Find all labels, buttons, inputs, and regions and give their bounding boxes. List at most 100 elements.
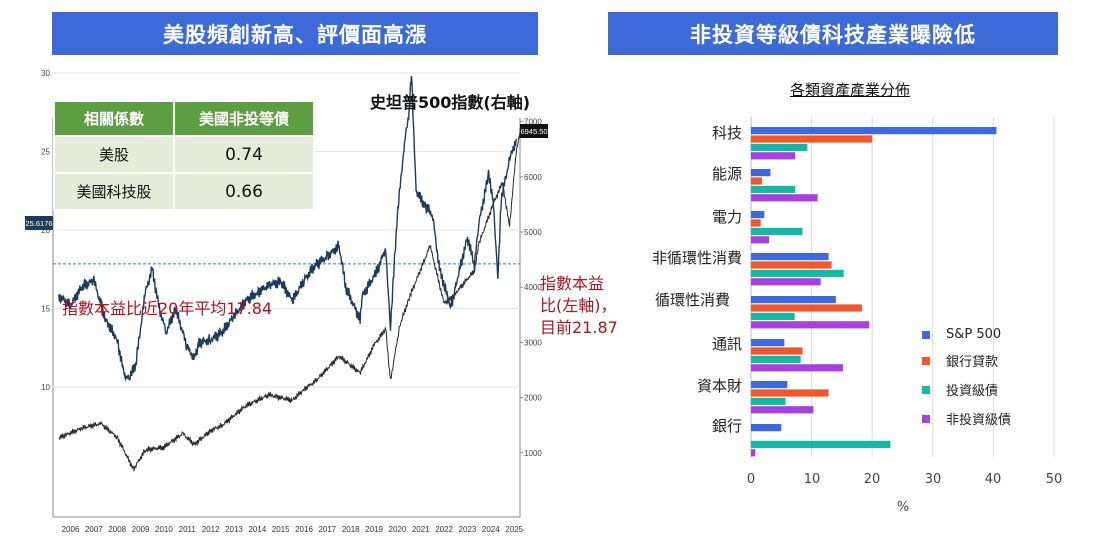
- bar--4: [751, 321, 870, 329]
- x-year-label: 2021: [412, 525, 430, 534]
- bar--5: [751, 364, 844, 372]
- row-label: 美國科技股: [53, 172, 175, 211]
- x-tick-label: 40: [984, 472, 1002, 487]
- category-label: 非循環性消費: [651, 249, 742, 267]
- legend-item: 非投資級債: [922, 409, 1011, 428]
- x-year-label: 2008: [108, 525, 126, 534]
- legend-swatch: [922, 356, 930, 365]
- right-tick-label: 4000: [524, 283, 542, 292]
- x-year-label: 2012: [202, 525, 220, 534]
- right-tick-label: 7000: [524, 118, 542, 127]
- bar--0: [751, 143, 808, 151]
- current-pe-note: 指數本益 比(左軸)， 目前21.87: [540, 273, 630, 339]
- legend-item: 投資級債: [922, 380, 998, 399]
- x-year-label: 2016: [295, 525, 313, 534]
- x-year-label: 2018: [342, 525, 360, 534]
- right-tick-label: 6000: [524, 173, 542, 182]
- x-year-label: 2024: [482, 525, 500, 534]
- bar--6: [751, 397, 786, 405]
- legend-label: 非投資級債: [946, 413, 1012, 428]
- category-label: 能源: [711, 165, 742, 183]
- x-year-label: 2011: [179, 525, 197, 534]
- bar-SP500-6: [751, 381, 788, 389]
- x-year-label: 2013: [225, 525, 243, 534]
- x-year-label: 2025: [505, 525, 523, 534]
- current-index-tag-label: 6945.50: [520, 127, 547, 136]
- bar-SP500-1: [751, 169, 771, 177]
- x-year-label: 2022: [435, 525, 453, 534]
- bar--1: [751, 194, 818, 202]
- bar-SP500-5: [751, 339, 785, 347]
- current-pe-note-line: 比(左軸)，: [540, 296, 617, 315]
- right-tick-label: 2000: [524, 394, 542, 403]
- bar--1: [751, 177, 762, 185]
- table-header: 相關係數: [53, 100, 175, 137]
- bar--5: [751, 355, 801, 363]
- bar-SP500-2: [751, 211, 765, 219]
- right-tick-label: 5000: [524, 228, 542, 237]
- bar--6: [751, 406, 814, 414]
- bar--2: [751, 236, 770, 244]
- bar--7: [751, 449, 756, 457]
- current-index-tag: [520, 124, 548, 138]
- bar--1: [751, 185, 796, 193]
- sp500-index-line: [58, 126, 522, 473]
- x-tick-label: 50: [1045, 472, 1063, 487]
- bar--3: [751, 278, 821, 286]
- legend-label: 銀行貸款: [946, 355, 999, 370]
- legend-label: S&P 500: [946, 327, 1002, 342]
- x-tick-label: 10: [803, 472, 821, 487]
- bar-SP500-4: [751, 296, 836, 304]
- x-year-label: 2015: [272, 525, 290, 534]
- bar--0: [751, 152, 796, 160]
- legend-swatch: [922, 385, 930, 394]
- table-row: 美股 0.74: [53, 135, 315, 174]
- current-pe-note-line: 指數本益: [540, 274, 605, 293]
- legend-item: S&P 500: [922, 327, 1001, 342]
- x-axis-label: %: [896, 500, 910, 515]
- row-value: 0.74: [173, 135, 315, 174]
- category-label: 通訊: [711, 335, 742, 353]
- current-pe-note-line: 目前21.87: [540, 318, 618, 337]
- correlation-table: 相關係數 美國非投等債 美股 0.74 美國科技股 0.66: [53, 100, 315, 211]
- x-tick-label: 20: [863, 472, 881, 487]
- category-label: 循環性消費: [654, 291, 730, 309]
- bar--5: [751, 347, 803, 355]
- average-pe-note: 指數本益比近20年平均17.84: [62, 299, 273, 318]
- x-year-label: 2023: [459, 525, 477, 534]
- table-header: 美國非投等債: [173, 100, 315, 137]
- left-tick-label: 20: [41, 226, 50, 235]
- left-banner: 美股頻創新高、評價面高漲: [52, 12, 538, 55]
- bar-SP500-0: [751, 127, 997, 135]
- x-tick-label: 0: [746, 472, 756, 487]
- left-tick-label: 10: [41, 383, 50, 392]
- bar--3: [751, 261, 832, 269]
- legend-item: 銀行貸款: [922, 351, 998, 370]
- bar--2: [751, 219, 761, 227]
- x-year-label: 2020: [389, 525, 407, 534]
- bar--4: [751, 304, 862, 312]
- x-year-label: 2014: [248, 525, 266, 534]
- bar--0: [751, 135, 873, 143]
- bar--2: [751, 227, 803, 235]
- row-label: 美股: [53, 135, 175, 174]
- table-row: 美國科技股 0.66: [53, 172, 315, 211]
- bar--7: [751, 440, 891, 448]
- x-year-label: 2017: [318, 525, 336, 534]
- row-value: 0.66: [173, 172, 315, 211]
- right-tick-label: 1000: [524, 449, 542, 458]
- bar--3: [751, 269, 844, 277]
- x-year-label: 2007: [85, 525, 103, 534]
- bar-SP500-3: [751, 253, 829, 261]
- pe-ratio-line: [58, 75, 518, 382]
- left-tick-label: 25: [41, 148, 50, 157]
- x-year-label: 2019: [365, 525, 383, 534]
- legend-label: 投資級債: [946, 384, 999, 399]
- right-banner: 非投資等級債科技產業曝險低: [608, 12, 1058, 55]
- left-tick-label: 30: [41, 69, 50, 78]
- category-label: 電力: [711, 208, 742, 226]
- current-pe-tag: [25, 216, 53, 230]
- left-tick-label: 15: [41, 305, 50, 314]
- distribution-title: 各類資產產業分佈: [790, 81, 911, 99]
